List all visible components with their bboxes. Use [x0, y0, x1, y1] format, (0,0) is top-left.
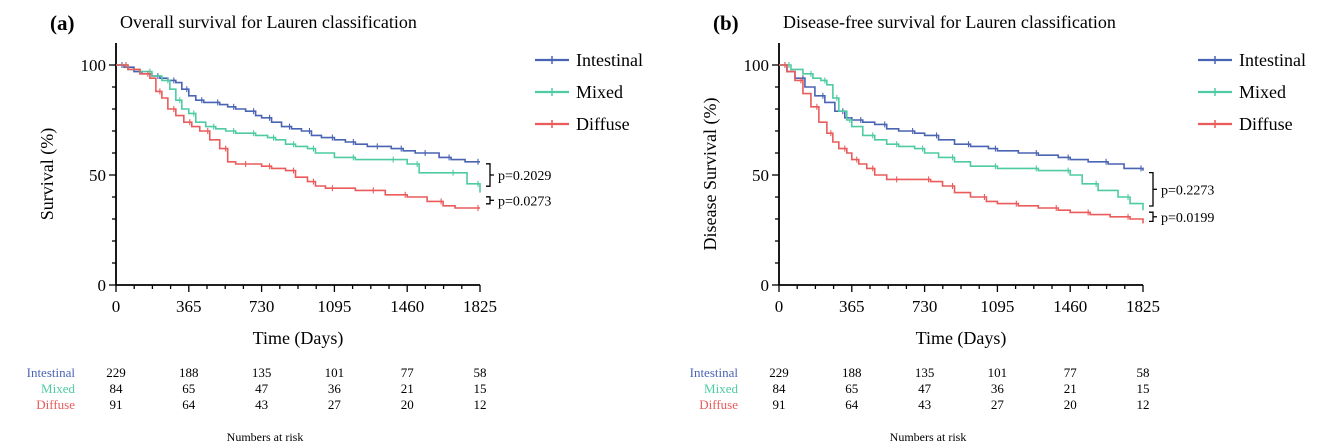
- p-value-bracket: [486, 196, 491, 205]
- p-value-bracket: [1149, 211, 1154, 223]
- risk-value: 135: [252, 365, 272, 380]
- risk-value: 77: [1064, 365, 1078, 380]
- risk-value: 101: [325, 365, 345, 380]
- p-value-label: p=0.2273: [1161, 183, 1214, 198]
- chart-title: Disease-free survival for Lauren classif…: [783, 12, 1116, 32]
- risk-value: 188: [842, 365, 862, 380]
- y-tick-label: 100: [81, 56, 107, 75]
- legend-label-intestinal: Intestinal: [1239, 50, 1306, 70]
- risk-value: 27: [328, 397, 342, 412]
- legend-label-mixed: Mixed: [1239, 82, 1286, 102]
- risk-value: 27: [991, 397, 1005, 412]
- risk-value: 84: [773, 381, 787, 396]
- p-value-bracket: [486, 163, 491, 187]
- y-axis-title: Survival (%): [37, 128, 58, 220]
- risk-value: 21: [1064, 381, 1077, 396]
- series-line-diffuse: [116, 64, 480, 209]
- risk-value: 47: [918, 381, 932, 396]
- y-tick-label: 50: [89, 166, 106, 185]
- survival-chart-a: (a) Overall survival for Lauren classific…: [27, 11, 643, 444]
- risk-value: 91: [110, 397, 123, 412]
- risk-value: 15: [474, 381, 487, 396]
- chart-title: Overall survival for Lauren classificati…: [120, 12, 417, 32]
- survival-chart-b: (b) Disease-free survival for Lauren clas…: [690, 11, 1306, 444]
- risk-value: 12: [1137, 397, 1150, 412]
- risk-row-label-intestinal: Intestinal: [27, 365, 76, 380]
- risk-value: 91: [773, 397, 786, 412]
- risk-table-title: Numbers at risk: [890, 430, 967, 444]
- risk-value: 20: [401, 397, 414, 412]
- p-value-label: p=0.0199: [1161, 211, 1214, 226]
- x-tick-label: 1460: [1053, 297, 1087, 316]
- x-tick-label: 1460: [390, 297, 424, 316]
- risk-value: 135: [915, 365, 935, 380]
- risk-value: 15: [1137, 381, 1150, 396]
- y-tick-label: 0: [761, 276, 770, 295]
- chart-panel-b: (b) Disease-free survival for Lauren clas…: [663, 0, 1326, 448]
- p-value-bracket: [1149, 171, 1154, 207]
- risk-value: 21: [401, 381, 414, 396]
- x-tick-label: 730: [912, 297, 938, 316]
- risk-table-title: Numbers at risk: [227, 430, 304, 444]
- y-tick-label: 100: [744, 56, 770, 75]
- legend-label-intestinal: Intestinal: [576, 50, 643, 70]
- series-line-mixed: [116, 64, 481, 193]
- risk-value: 58: [474, 365, 487, 380]
- risk-value: 101: [988, 365, 1008, 380]
- risk-row-label-diffuse: Diffuse: [36, 397, 75, 412]
- risk-row-label-mixed: Mixed: [41, 381, 75, 396]
- y-tick-label: 0: [98, 276, 107, 295]
- legend-label-diffuse: Diffuse: [1239, 114, 1293, 134]
- x-axis-title: Time (Days): [253, 328, 344, 349]
- chart-panel-a: (a) Overall survival for Lauren classific…: [27, 11, 643, 444]
- risk-value: 65: [182, 381, 195, 396]
- x-tick-label: 1825: [463, 297, 497, 316]
- risk-value: 229: [769, 365, 789, 380]
- x-tick-label: 365: [176, 297, 202, 316]
- x-axis-title: Time (Days): [916, 328, 1007, 349]
- p-value-label: p=0.2029: [498, 169, 551, 184]
- risk-value: 77: [401, 365, 415, 380]
- risk-value: 43: [255, 397, 268, 412]
- legend-label-diffuse: Diffuse: [576, 114, 630, 134]
- risk-value: 64: [845, 397, 859, 412]
- x-tick-label: 1825: [1126, 297, 1160, 316]
- risk-value: 58: [1137, 365, 1150, 380]
- risk-value: 229: [106, 365, 126, 380]
- p-value-label: p=0.0273: [498, 194, 551, 209]
- series-line-mixed: [779, 64, 1144, 211]
- risk-value: 12: [474, 397, 487, 412]
- panel-label: (a): [50, 11, 75, 35]
- x-tick-label: 730: [249, 297, 275, 316]
- x-tick-label: 1095: [317, 297, 351, 316]
- risk-value: 188: [179, 365, 199, 380]
- risk-value: 43: [918, 397, 931, 412]
- panel-label: (b): [713, 11, 739, 35]
- risk-row-label-diffuse: Diffuse: [699, 397, 738, 412]
- legend-label-mixed: Mixed: [576, 82, 623, 102]
- risk-value: 36: [991, 381, 1005, 396]
- risk-row-label-intestinal: Intestinal: [690, 365, 739, 380]
- series-line-intestinal: [779, 64, 1144, 171]
- y-tick-label: 50: [752, 166, 769, 185]
- x-tick-label: 0: [112, 297, 121, 316]
- risk-value: 84: [110, 381, 124, 396]
- x-tick-label: 0: [775, 297, 784, 316]
- risk-value: 64: [182, 397, 196, 412]
- x-tick-label: 365: [839, 297, 865, 316]
- risk-value: 47: [255, 381, 269, 396]
- risk-value: 65: [845, 381, 858, 396]
- risk-row-label-mixed: Mixed: [704, 381, 738, 396]
- risk-value: 36: [328, 381, 342, 396]
- series-line-intestinal: [116, 64, 480, 163]
- y-axis-title: Disease Survival (%): [700, 98, 721, 251]
- x-tick-label: 1095: [980, 297, 1014, 316]
- series-line-diffuse: [779, 64, 1144, 224]
- risk-value: 20: [1064, 397, 1077, 412]
